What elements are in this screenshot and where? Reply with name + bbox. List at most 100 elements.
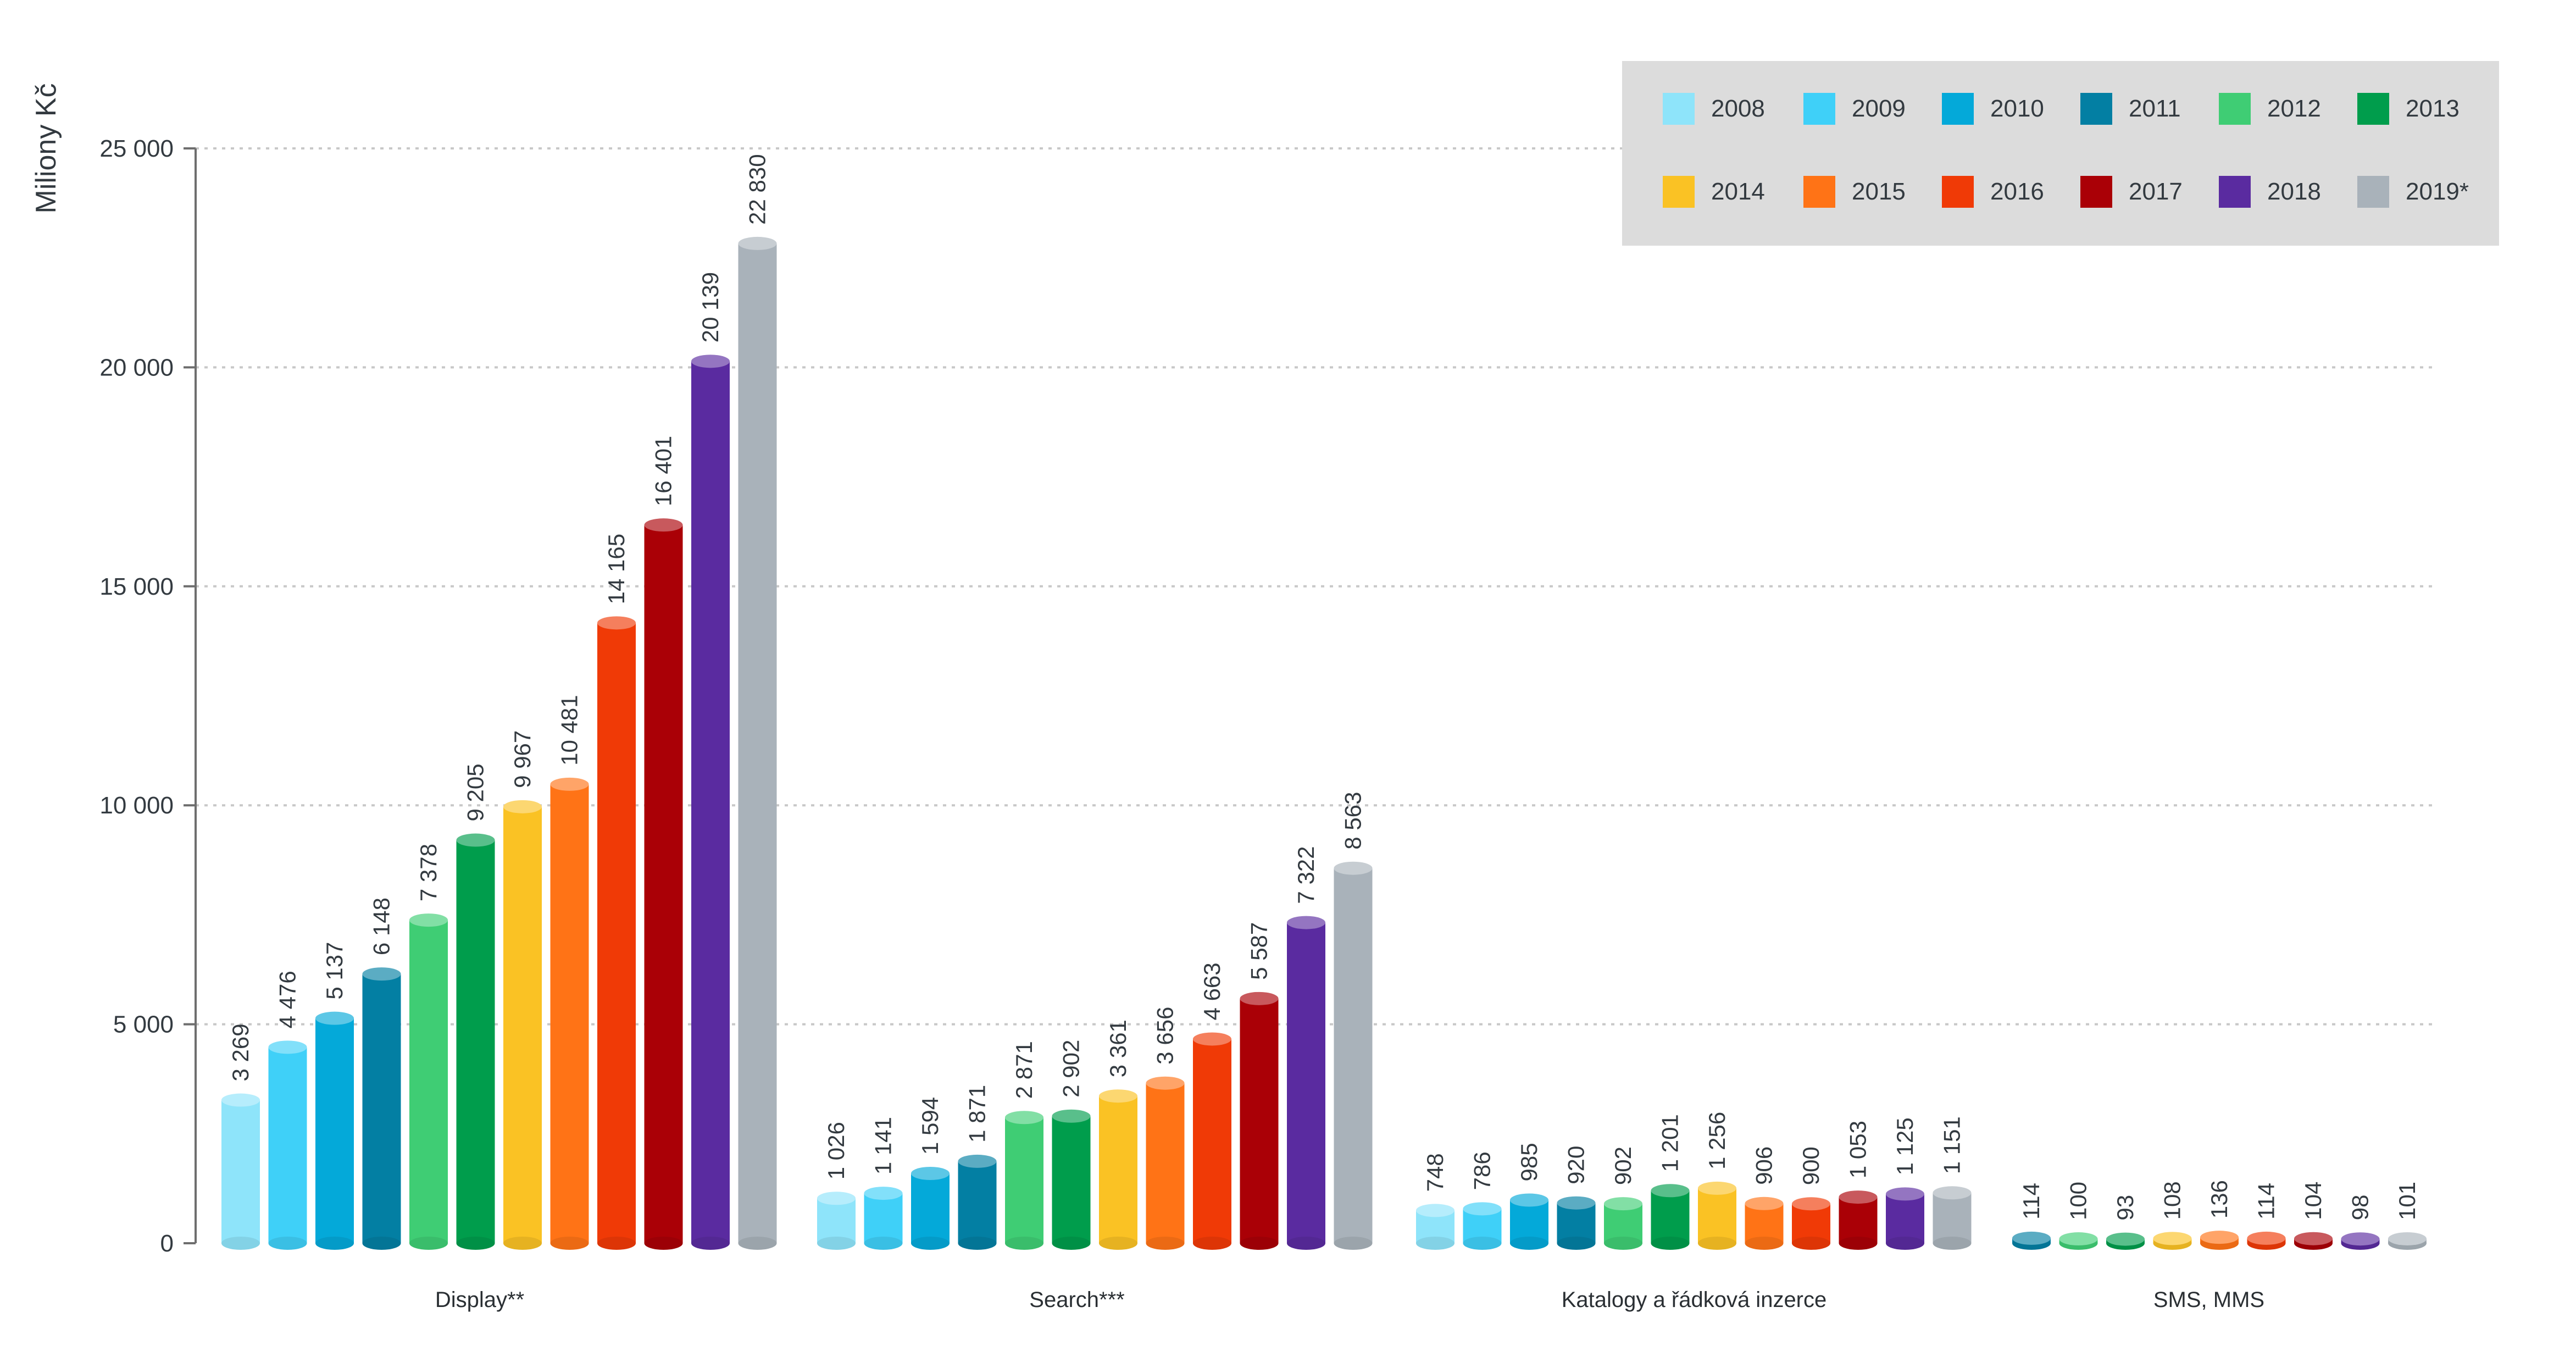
bar-cap (2200, 1231, 2239, 1244)
legend-swatch (2219, 93, 2251, 125)
bar-base (644, 1237, 683, 1250)
legend-swatch (1942, 93, 1974, 125)
bar-cap (864, 1187, 903, 1200)
y-tick-label: 10 000 (99, 792, 174, 819)
data-label: 1 871 (964, 1085, 990, 1143)
data-label: 4 476 (275, 971, 301, 1028)
y-axis-label: Miliony Kč (30, 83, 62, 214)
bar-cap (2012, 1231, 2051, 1245)
bar-cap (315, 1011, 354, 1025)
legend-item: 2017 (2080, 175, 2183, 208)
bar-base (1287, 1237, 1325, 1250)
bar-cap (503, 800, 542, 813)
data-label: 2 902 (1058, 1040, 1084, 1098)
data-label: 5 137 (321, 942, 347, 1000)
bar (1334, 868, 1373, 1243)
bar (221, 1100, 260, 1243)
bar-base (1604, 1237, 1642, 1250)
data-label: 104 (2300, 1182, 2326, 1220)
bar-cap (1463, 1202, 1502, 1216)
bar-cap (1839, 1190, 1878, 1204)
legend-swatch (2080, 93, 2112, 125)
bar-cap (1052, 1109, 1091, 1123)
legend-label: 2017 (2129, 178, 2183, 205)
bar-base (1792, 1237, 1830, 1250)
bar-cap (1287, 916, 1325, 929)
data-label: 10 481 (557, 695, 582, 765)
legend-item: 2014 (1663, 175, 1765, 208)
legend-label: 2018 (2267, 178, 2321, 205)
legend-label: 2011 (2129, 95, 2181, 122)
data-label: 1 256 (1704, 1112, 1730, 1170)
data-label: 1 053 (1845, 1121, 1871, 1178)
bar-cap (2294, 1232, 2333, 1245)
bar (503, 806, 542, 1243)
bar-cap (1651, 1184, 1690, 1198)
bar (1240, 998, 1279, 1243)
bar-cap (2059, 1232, 2098, 1246)
bar-cap (2341, 1232, 2380, 1246)
bar-cap (362, 967, 401, 981)
data-label: 4 663 (1199, 962, 1225, 1020)
bar-cap (1146, 1076, 1185, 1090)
bar (817, 1198, 856, 1243)
bar-cap (817, 1192, 856, 1205)
bar (1099, 1096, 1137, 1243)
legend-label: 2013 (2406, 95, 2460, 122)
bar-cap (1334, 861, 1373, 875)
legend-swatch (2357, 176, 2389, 208)
data-label: 5 587 (1246, 922, 1272, 980)
bar-cap (1005, 1111, 1043, 1125)
bar (1886, 1194, 1924, 1243)
bar-base (1745, 1237, 1784, 1250)
legend-swatch (1663, 176, 1695, 208)
bar-base (362, 1237, 401, 1250)
legend-swatch (2357, 93, 2389, 125)
bar (691, 361, 730, 1243)
legend-label: 2019* (2406, 178, 2469, 205)
bar-base (1146, 1237, 1185, 1250)
x-category-label: Katalogy a řádková inzerce (1562, 1288, 1827, 1312)
bar-base (1099, 1237, 1137, 1250)
bar (1557, 1203, 1596, 1243)
bar-cap (268, 1040, 307, 1054)
bar-base (1052, 1237, 1091, 1250)
bar (911, 1173, 950, 1243)
legend-label: 2008 (1711, 95, 1765, 122)
legend-label: 2012 (2267, 95, 2321, 122)
bar-cap (691, 355, 730, 368)
bar (1005, 1117, 1043, 1243)
x-category-label: SMS, MMS (2153, 1288, 2264, 1312)
bar (1193, 1039, 1231, 1243)
bar-base (817, 1237, 856, 1250)
bar-base (1510, 1237, 1548, 1250)
data-label: 900 (1798, 1146, 1824, 1185)
legend-swatch (1942, 176, 1974, 208)
bar-cap (1886, 1187, 1924, 1201)
bar (456, 840, 495, 1243)
bar-base (268, 1237, 307, 1250)
data-label: 20 139 (697, 272, 723, 342)
data-label: 101 (2394, 1182, 2420, 1220)
bar (1287, 922, 1325, 1243)
legend-label: 2014 (1711, 178, 1765, 205)
bar-cap (2388, 1232, 2427, 1245)
data-label: 3 361 (1105, 1020, 1131, 1077)
data-label: 902 (1610, 1146, 1636, 1185)
bar-cap (1792, 1197, 1830, 1211)
legend-item: 2013 (2357, 92, 2460, 125)
data-label: 100 (2066, 1182, 2091, 1220)
bar-base (1240, 1237, 1279, 1250)
bar-cap (456, 833, 495, 847)
bar (1839, 1197, 1878, 1243)
legend-item: 2008 (1663, 92, 1765, 125)
bar-base (691, 1237, 730, 1250)
y-tick-label: 20 000 (99, 354, 174, 381)
bar (1651, 1190, 1690, 1243)
data-label: 22 830 (745, 154, 770, 224)
bar-base (1005, 1237, 1043, 1250)
legend-label: 2015 (1852, 178, 1906, 205)
data-label: 906 (1751, 1146, 1777, 1185)
bar (1933, 1193, 1972, 1243)
